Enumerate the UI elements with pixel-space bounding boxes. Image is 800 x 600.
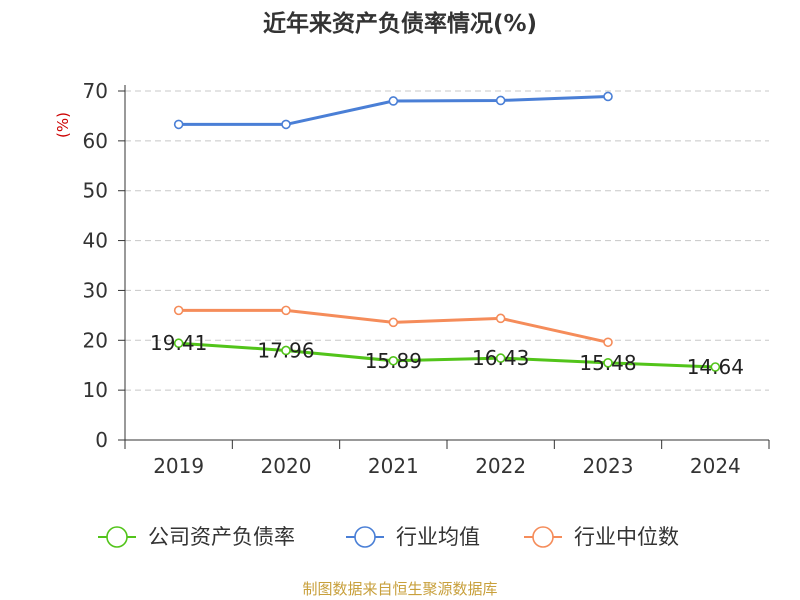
data-point-s0-2020[interactable] bbox=[281, 345, 291, 356]
data-label-2023: 15.48 bbox=[579, 351, 636, 375]
y-tick-label-10: 10 bbox=[83, 378, 108, 402]
x-tick-label-2023: 2023 bbox=[583, 454, 634, 478]
source-note: 制图数据来自恒生聚源数据库 bbox=[302, 580, 498, 598]
y-tick-label-20: 20 bbox=[83, 328, 108, 352]
series-line-0 bbox=[178, 341, 716, 369]
y-tick-label-30: 30 bbox=[83, 278, 108, 302]
legend-label-1[interactable]: 行业均值 bbox=[396, 525, 480, 549]
data-point-s0-2023[interactable] bbox=[603, 358, 613, 368]
y-axis-label: (%) bbox=[54, 112, 72, 138]
data-point-s2-2021[interactable] bbox=[388, 317, 399, 328]
legend-label-2[interactable]: 行业中位数 bbox=[574, 525, 679, 549]
x-tick-label-2024: 2024 bbox=[690, 454, 741, 478]
data-label-2019: 19.41 bbox=[150, 331, 207, 355]
data-labels: 19.41 17.96 15.89 16.43 15.48 14.64 bbox=[150, 331, 744, 379]
data-label-2022: 16.43 bbox=[472, 346, 529, 370]
data-point-s2-2023[interactable] bbox=[603, 337, 613, 348]
x-tick-label-2019: 2019 bbox=[153, 454, 204, 478]
data-point-s1-2023[interactable] bbox=[603, 91, 613, 102]
legend[interactable]: 公司资产负债率 行业均值 行业中位数 bbox=[98, 525, 679, 549]
x-tick-label-2021: 2021 bbox=[368, 454, 419, 478]
legend-label-0[interactable]: 公司资产负债率 bbox=[148, 525, 295, 549]
y-tick-label-70: 70 bbox=[83, 79, 108, 103]
grid-lines bbox=[125, 90, 769, 391]
y-tick-label-60: 60 bbox=[83, 129, 108, 153]
data-point-s2-2022[interactable] bbox=[495, 313, 506, 324]
data-point-s1-2021[interactable] bbox=[388, 96, 399, 106]
data-label-2024: 14.64 bbox=[687, 355, 744, 379]
data-point-s1-2020[interactable] bbox=[281, 119, 291, 130]
data-label-2020: 17.96 bbox=[257, 338, 314, 362]
data-point-s2-2020[interactable] bbox=[281, 305, 291, 316]
data-point-s0-2021[interactable] bbox=[388, 355, 399, 366]
legend-marker-1[interactable] bbox=[354, 526, 376, 548]
data-point-s1-2022[interactable] bbox=[495, 95, 506, 106]
data-label-2021: 15.89 bbox=[365, 349, 422, 373]
legend-marker-0[interactable] bbox=[106, 526, 128, 548]
x-tick-label-2020: 2020 bbox=[261, 454, 312, 478]
y-tick-label-40: 40 bbox=[83, 229, 108, 253]
data-point-s0-2024[interactable] bbox=[710, 362, 721, 372]
x-tick-label-2022: 2022 bbox=[475, 454, 526, 478]
data-point-s0-2022[interactable] bbox=[495, 353, 506, 363]
chart-title: 近年来资产负债率情况(%) bbox=[262, 11, 538, 37]
axes: 0 10 20 30 40 50 60 70 2019 2020 2021 2022 2023 2024 (… bbox=[54, 79, 770, 478]
data-point-s2-2019[interactable] bbox=[173, 305, 184, 316]
data-point-s1-2019[interactable] bbox=[173, 119, 184, 130]
y-tick-label-50: 50 bbox=[83, 179, 108, 203]
y-tick-label-0: 0 bbox=[95, 428, 108, 452]
data-point-s0-2019[interactable] bbox=[173, 338, 184, 349]
legend-marker-2[interactable] bbox=[532, 526, 554, 548]
series-layer bbox=[173, 91, 721, 372]
